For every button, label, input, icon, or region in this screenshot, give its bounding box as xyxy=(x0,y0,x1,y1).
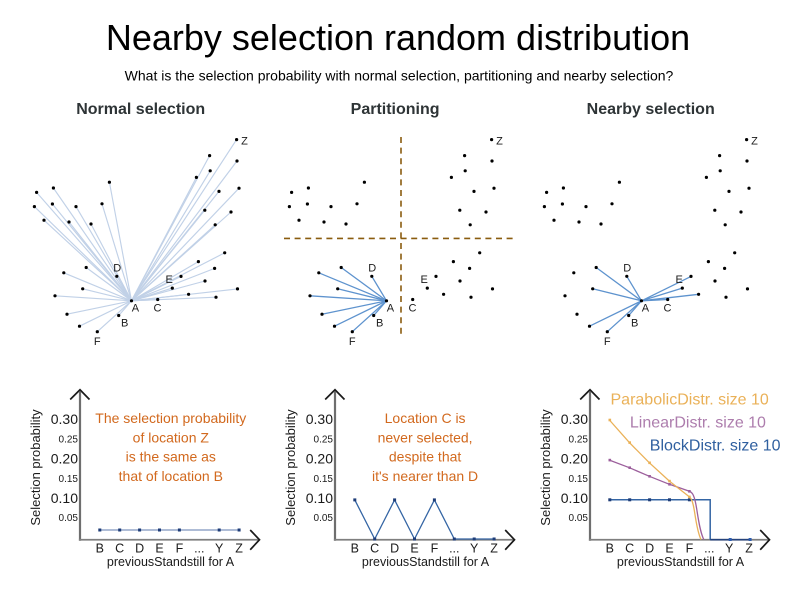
svg-text:0.25: 0.25 xyxy=(569,435,589,446)
svg-text:previousStandstill for A: previousStandstill for A xyxy=(617,555,745,569)
svg-text:0.05: 0.05 xyxy=(569,513,589,524)
svg-text:Nearby selection: Nearby selection xyxy=(587,101,715,118)
svg-text:C: C xyxy=(154,303,162,315)
svg-text:0.20: 0.20 xyxy=(561,451,588,467)
svg-text:0.15: 0.15 xyxy=(569,474,589,485)
svg-text:0.15: 0.15 xyxy=(314,474,334,485)
svg-text:F: F xyxy=(686,541,694,555)
svg-text:0.30: 0.30 xyxy=(561,411,588,427)
svg-text:A: A xyxy=(642,303,650,315)
svg-text:Nearby selection random distri: Nearby selection random distribution xyxy=(106,17,690,58)
svg-text:Selection probability: Selection probability xyxy=(283,409,298,526)
svg-text:is the same as: is the same as xyxy=(126,449,216,465)
svg-text:Y: Y xyxy=(725,541,734,555)
svg-text:Selection probability: Selection probability xyxy=(28,409,43,526)
svg-text:...: ... xyxy=(704,541,714,555)
svg-text:E: E xyxy=(166,274,173,286)
svg-text:LinearDistr. size 10: LinearDistr. size 10 xyxy=(630,415,766,432)
svg-text:E: E xyxy=(665,541,673,555)
svg-text:0.25: 0.25 xyxy=(59,435,79,446)
svg-text:Z: Z xyxy=(235,541,243,555)
svg-text:D: D xyxy=(645,541,654,555)
svg-text:Z: Z xyxy=(241,135,248,147)
svg-text:F: F xyxy=(349,336,356,348)
svg-text:that of location B: that of location B xyxy=(119,468,223,484)
svg-text:0.25: 0.25 xyxy=(314,435,334,446)
svg-text:of location Z: of location Z xyxy=(133,429,210,445)
svg-text:Z: Z xyxy=(745,541,753,555)
svg-text:B: B xyxy=(96,541,104,555)
svg-text:D: D xyxy=(623,263,631,275)
svg-text:despite that: despite that xyxy=(389,449,461,465)
svg-text:0.30: 0.30 xyxy=(306,411,333,427)
svg-text:F: F xyxy=(431,541,439,555)
svg-text:B: B xyxy=(376,317,383,329)
svg-text:0.10: 0.10 xyxy=(51,490,78,506)
svg-text:B: B xyxy=(121,317,128,329)
svg-text:0.05: 0.05 xyxy=(59,513,79,524)
svg-text:ParabolicDistr. size 10: ParabolicDistr. size 10 xyxy=(611,392,769,409)
svg-text:C: C xyxy=(664,303,672,315)
svg-text:E: E xyxy=(421,274,428,286)
svg-text:Location C is: Location C is xyxy=(385,410,466,426)
svg-text:B: B xyxy=(351,541,359,555)
svg-text:F: F xyxy=(94,336,101,348)
svg-text:Selection probability: Selection probability xyxy=(538,409,553,526)
svg-text:C: C xyxy=(409,303,417,315)
svg-text:C: C xyxy=(625,541,634,555)
svg-text:previousStandstill for A: previousStandstill for A xyxy=(107,555,235,569)
svg-text:D: D xyxy=(135,541,144,555)
svg-text:0.20: 0.20 xyxy=(51,451,78,467)
svg-text:E: E xyxy=(676,274,683,286)
svg-text:B: B xyxy=(606,541,614,555)
svg-text:D: D xyxy=(113,263,121,275)
svg-text:Y: Y xyxy=(215,541,224,555)
svg-text:0.30: 0.30 xyxy=(51,411,78,427)
svg-text:BlockDistr. size 10: BlockDistr. size 10 xyxy=(650,438,781,455)
svg-text:0.20: 0.20 xyxy=(306,451,333,467)
svg-text:A: A xyxy=(387,303,395,315)
svg-text:0.10: 0.10 xyxy=(561,490,588,506)
svg-text:...: ... xyxy=(449,541,459,555)
svg-text:0.05: 0.05 xyxy=(314,513,334,524)
svg-text:Y: Y xyxy=(470,541,479,555)
svg-text:Z: Z xyxy=(490,541,498,555)
svg-text:Z: Z xyxy=(751,135,758,147)
svg-text:A: A xyxy=(132,303,140,315)
svg-text:C: C xyxy=(370,541,379,555)
svg-text:Normal selection: Normal selection xyxy=(76,101,205,118)
svg-text:...: ... xyxy=(194,541,204,555)
svg-text:Partitioning: Partitioning xyxy=(351,101,440,118)
svg-text:0.10: 0.10 xyxy=(306,490,333,506)
svg-text:it's nearer than D: it's nearer than D xyxy=(372,468,478,484)
svg-text:E: E xyxy=(410,541,418,555)
svg-text:The selection probability: The selection probability xyxy=(95,410,246,426)
svg-text:C: C xyxy=(115,541,124,555)
svg-text:B: B xyxy=(631,317,638,329)
svg-text:E: E xyxy=(155,541,163,555)
svg-text:F: F xyxy=(604,336,611,348)
svg-text:What is the selection probabil: What is the selection probability with n… xyxy=(125,68,674,84)
svg-text:previousStandstill for A: previousStandstill for A xyxy=(362,555,490,569)
svg-text:0.15: 0.15 xyxy=(59,474,79,485)
svg-text:F: F xyxy=(176,541,184,555)
svg-text:D: D xyxy=(390,541,399,555)
svg-text:never selected,: never selected, xyxy=(378,429,473,445)
svg-text:Z: Z xyxy=(496,135,503,147)
svg-text:D: D xyxy=(368,263,376,275)
